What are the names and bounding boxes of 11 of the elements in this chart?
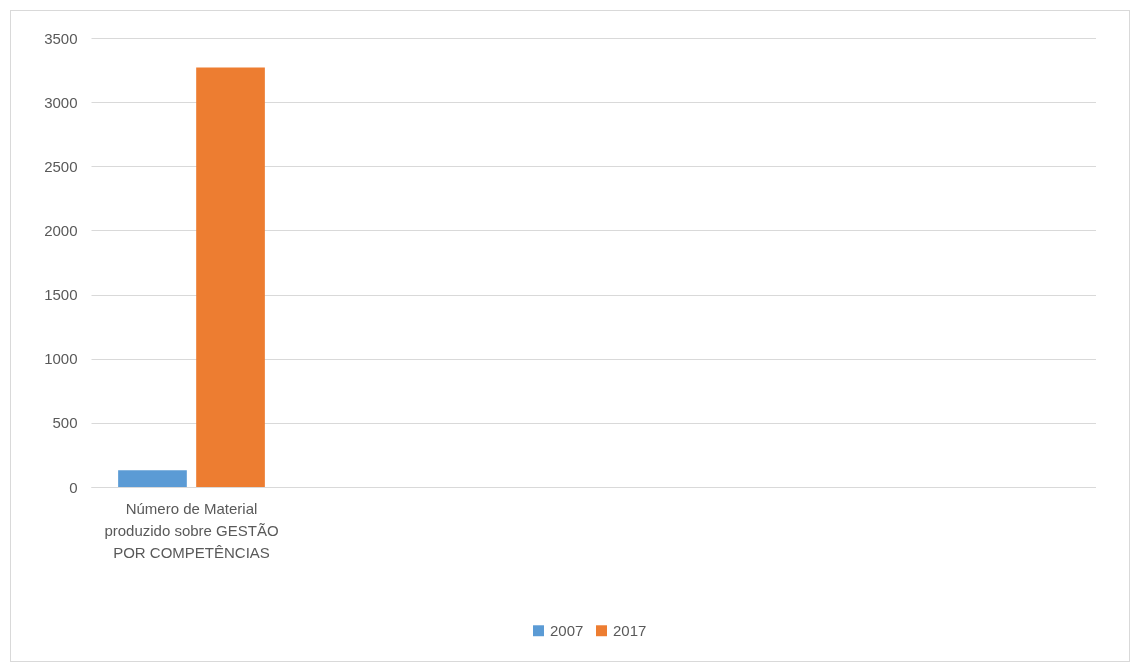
y-tick-label: 2000 [44,221,78,239]
legend-label: 2017 [613,621,647,639]
y-tick-label: 3500 [44,29,78,47]
y-tick-label: 500 [52,414,78,432]
y-tick-label: 1000 [44,350,78,368]
y-tick-label: 2500 [44,157,78,175]
y-tick-label: 3000 [44,93,78,111]
y-tick-label: 1500 [44,286,78,304]
x-tick-label: Número de Material produzido sobre GESTÃO POR COMPETÊNCIAS [104,499,279,561]
y-tick-label: 0 [69,478,78,496]
legend-label: 2007 [550,621,584,639]
